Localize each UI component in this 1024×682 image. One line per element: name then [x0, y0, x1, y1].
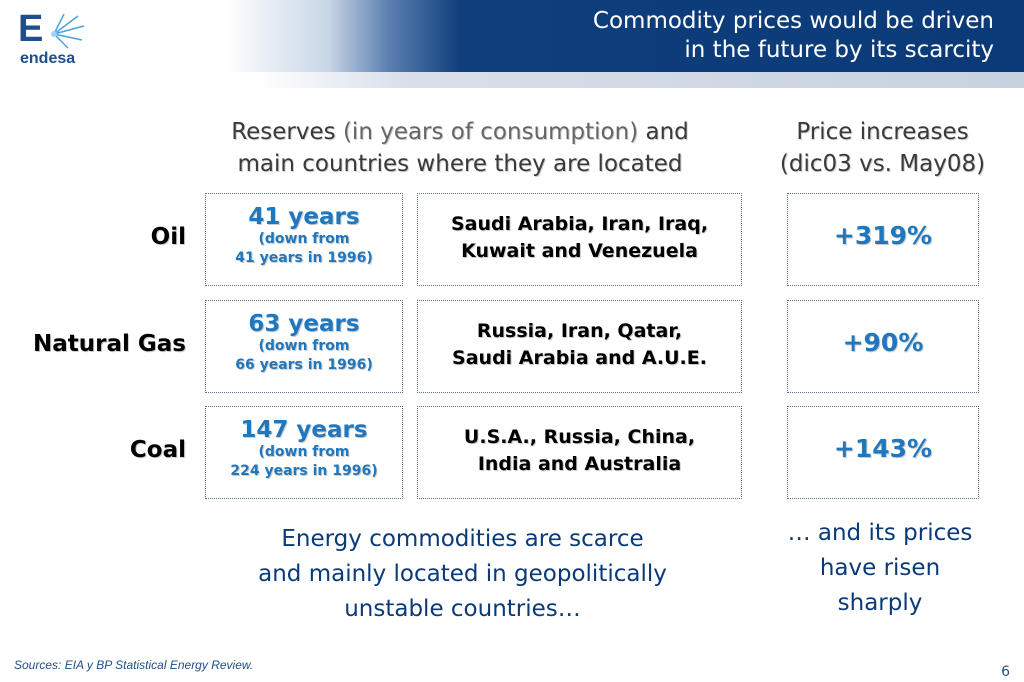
sources-note: Sources: EIA y BP Statistical Energy Rev… — [14, 658, 254, 672]
down-from-label: (down from — [258, 338, 350, 354]
conclusion-left-line-1: Energy commodities are scarce — [281, 526, 644, 552]
countries-line-1: Russia, Iran, Qatar, — [476, 320, 683, 342]
logo-wordmark: endesa — [20, 50, 76, 67]
page-number: 6 — [1001, 664, 1010, 680]
conclusion-left-line-2: and mainly located in geopolitically — [258, 561, 667, 587]
price-box-oil: +319% — [787, 193, 979, 286]
row-label-oil: Oil — [150, 224, 186, 250]
reserves-box-coal: 147 years (down from 224 years in 1996) — [205, 406, 403, 499]
price-line-2: (dic03 vs. May08) — [779, 151, 986, 177]
reserves-and: and — [645, 119, 689, 145]
reserves-heading: Reserves (in years of consumption) and m… — [195, 116, 725, 180]
price-increase: +319% — [833, 221, 933, 250]
countries-box-oil: Saudi Arabia, Iran, Iraq, Kuwait and Ven… — [417, 193, 742, 286]
reserves-word: Reserves — [231, 119, 336, 145]
price-increase: +90% — [842, 328, 924, 357]
row-label-natural-gas: Natural Gas — [33, 331, 186, 357]
price-line-1: Price increases — [796, 119, 969, 145]
conclusion-prices: … and its prices have risen sharply — [760, 516, 1000, 621]
reserves-box-oil: 41 years (down from 41 years in 1996) — [205, 193, 403, 286]
countries-line-2: India and Australia — [477, 453, 682, 475]
countries-line-2: Kuwait and Venezuela — [461, 240, 698, 262]
endesa-logo: E endesa — [18, 8, 85, 72]
conclusion-left-line-3: unstable countries… — [344, 596, 581, 622]
countries-line-1: U.S.A., Russia, China, — [463, 426, 696, 448]
reserve-years: 147 years — [240, 417, 368, 443]
title-line-1: Commodity prices would be driven — [592, 8, 994, 34]
countries-box-coal: U.S.A., Russia, China, India and Austral… — [417, 406, 742, 499]
down-from-label: (down from — [258, 231, 350, 247]
reserve-years: 41 years — [248, 204, 360, 230]
countries-line-1: Saudi Arabia, Iran, Iraq, — [450, 213, 709, 235]
countries-line-2: Saudi Arabia and A.U.E. — [452, 347, 707, 369]
page-title: Commodity prices would be driven in the … — [394, 7, 994, 65]
reserves-paren: (in years of consumption) — [342, 119, 639, 145]
conclusion-scarcity: Energy commodities are scarce and mainly… — [205, 522, 720, 627]
prior-years: 224 years in 1996) — [230, 463, 378, 479]
reserves-box-natural-gas: 63 years (down from 66 years in 1996) — [205, 300, 403, 393]
conclusion-right-line-1: … and its prices — [787, 520, 973, 546]
conclusion-right-line-3: sharply — [837, 590, 923, 616]
row-label-coal: Coal — [129, 437, 186, 463]
title-line-2: in the future by its scarcity — [684, 37, 994, 63]
reserves-line-2: main countries where they are located — [237, 151, 683, 177]
spark-icon — [51, 14, 85, 49]
price-heading: Price increases (dic03 vs. May08) — [760, 116, 1005, 180]
down-from-label: (down from — [258, 444, 350, 460]
price-box-coal: +143% — [787, 406, 979, 499]
price-increase: +143% — [833, 434, 933, 463]
countries-box-natural-gas: Russia, Iran, Qatar, Saudi Arabia and A.… — [417, 300, 742, 393]
conclusion-right-line-2: have risen — [819, 555, 941, 581]
logo-mark: E — [18, 8, 44, 50]
prior-years: 41 years in 1996) — [235, 250, 373, 266]
price-box-natural-gas: +90% — [787, 300, 979, 393]
header-underline — [0, 72, 1024, 88]
reserve-years: 63 years — [248, 311, 360, 337]
prior-years: 66 years in 1996) — [235, 357, 373, 373]
